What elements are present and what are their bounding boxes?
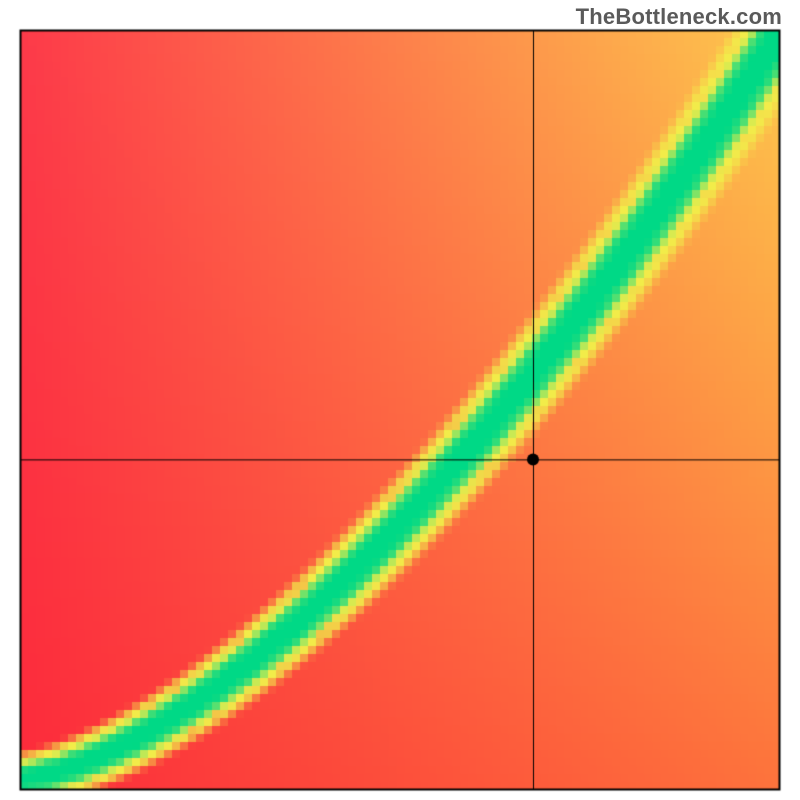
- chart-container: TheBottleneck.com: [0, 0, 800, 800]
- bottleneck-heatmap: [0, 0, 800, 800]
